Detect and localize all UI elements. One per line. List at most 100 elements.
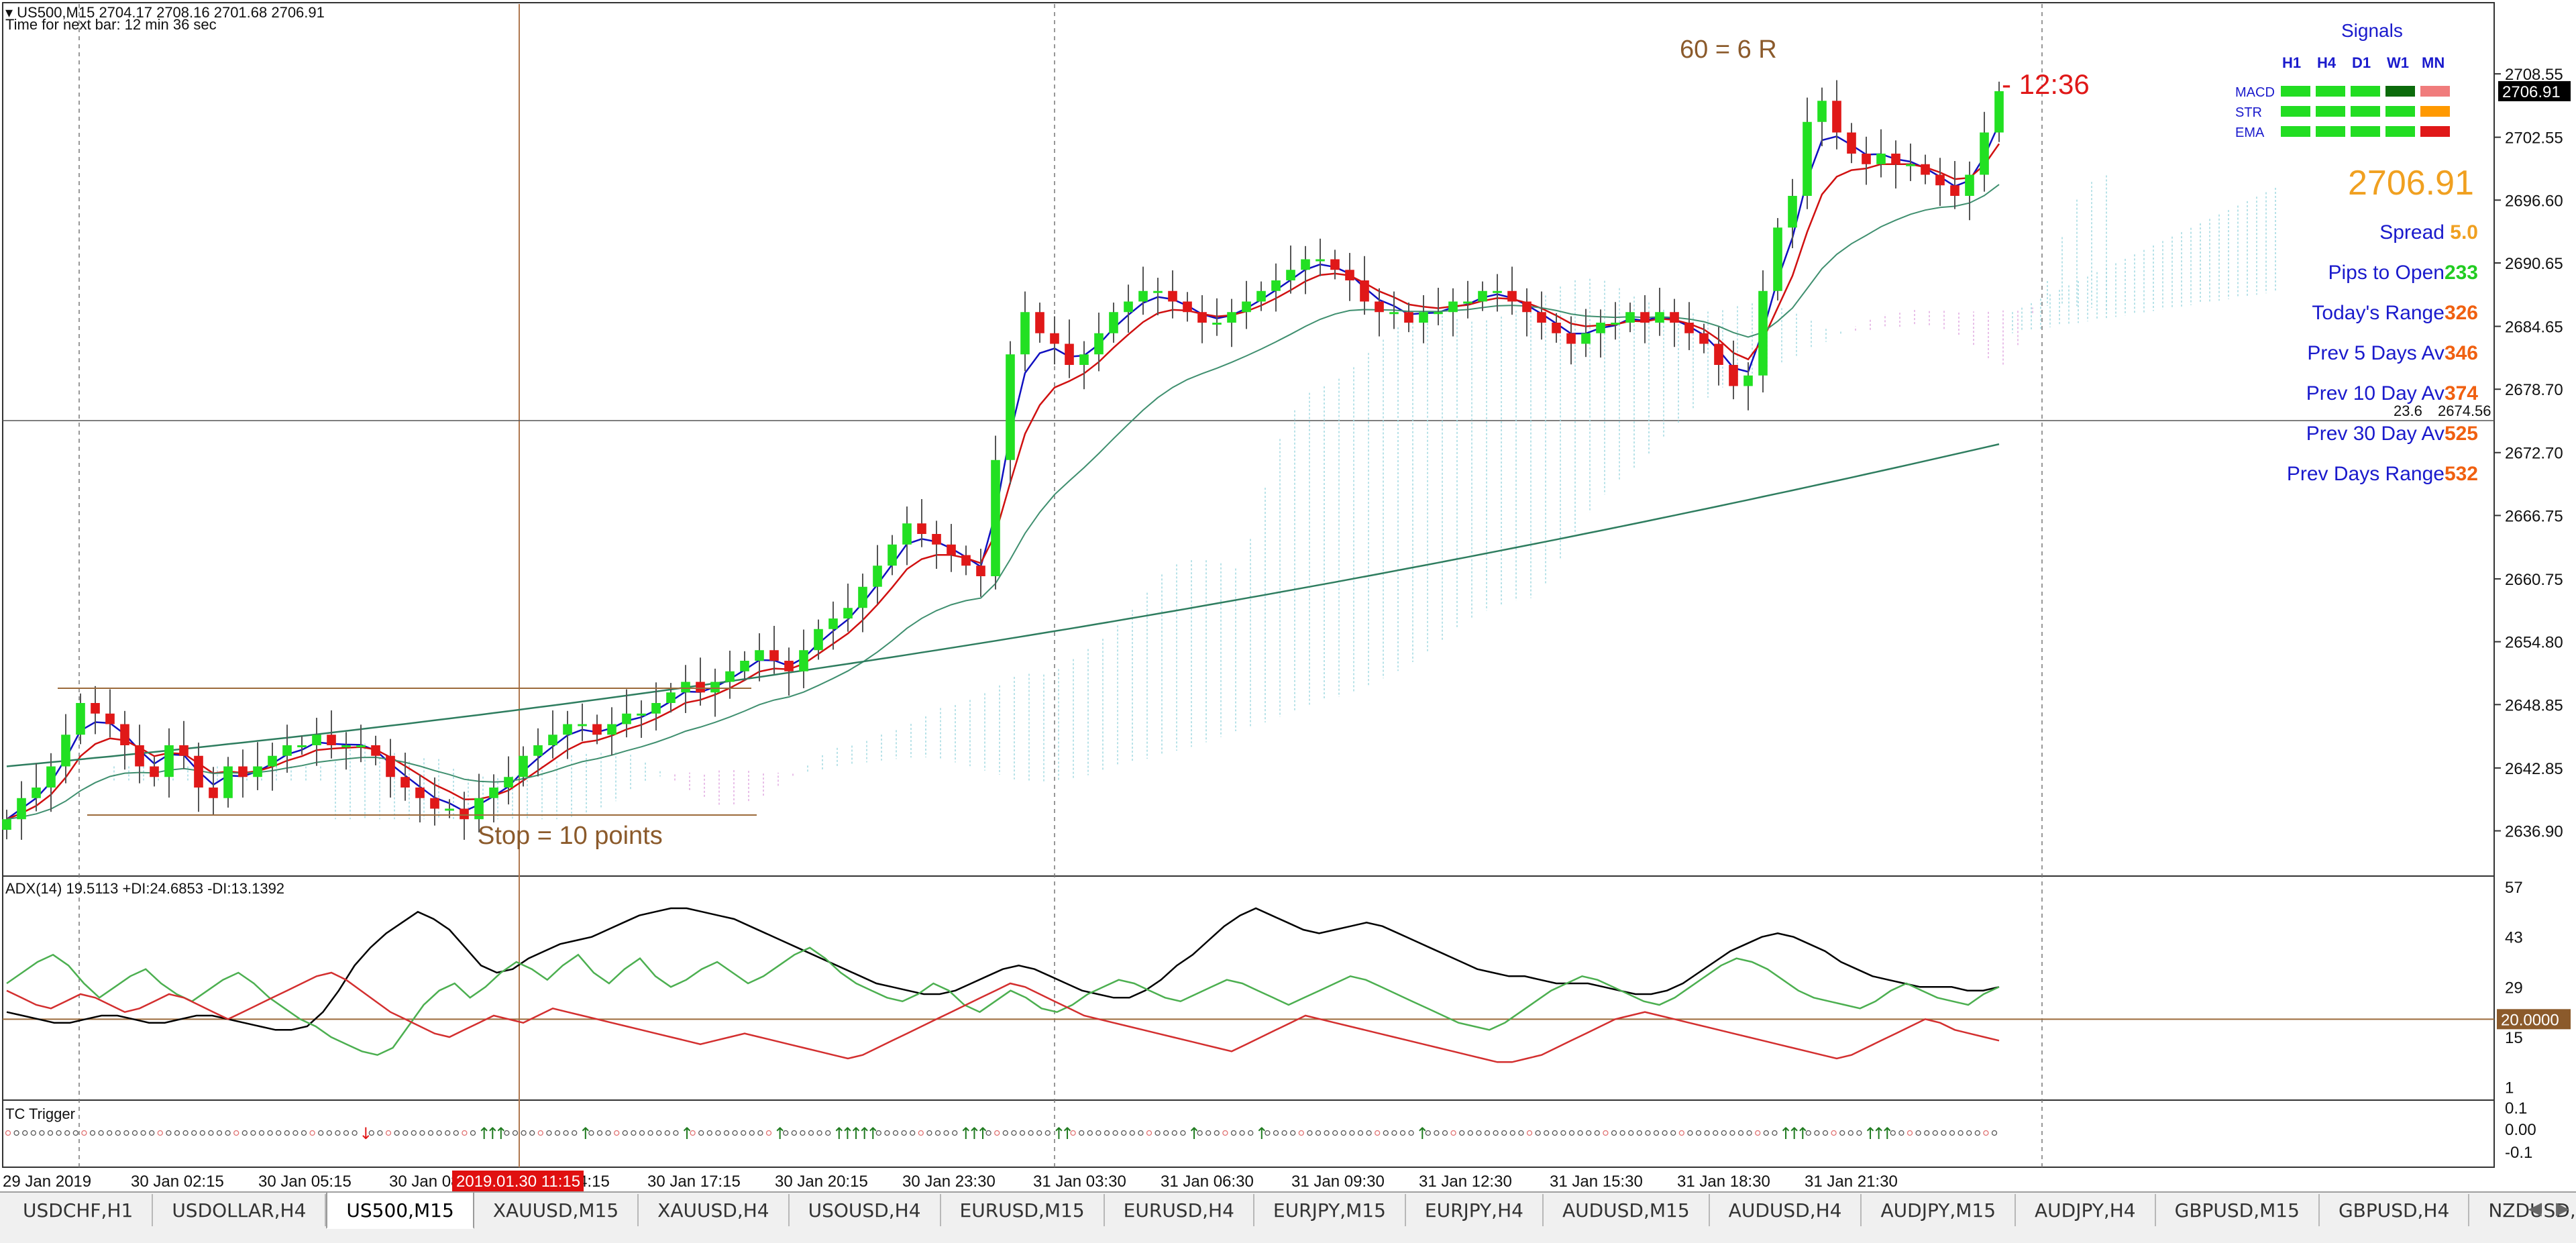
tc-dot [723, 1130, 730, 1136]
signals-panel: Signals H1 H4 D1 W1 MN MACD STR EMA 2706.91 Spread… [2235, 20, 2478, 485]
tab-eurjpy-h4[interactable]: EURJPY,H4 [1406, 1194, 1544, 1226]
tc-dot [1484, 1130, 1491, 1136]
time-tick-label: 30 Jan 05:15 [258, 1173, 352, 1191]
candle-body [1729, 365, 1738, 386]
candle-body [17, 798, 26, 820]
tc-dot [1890, 1130, 1896, 1136]
signals-title: Signals [2341, 20, 2403, 41]
tc-dot [1822, 1130, 1829, 1136]
trading-chart[interactable]: ADX(14) 19.5113 +DI:24.6853 -DI:13.1392 5… [0, 0, 2576, 1191]
price-tick-label: 2654.80 [2505, 634, 2563, 652]
tab-audjpy-m15[interactable]: AUDJPY,M15 [1862, 1194, 2017, 1226]
target-annotation: 60 = 6 R [1680, 36, 1777, 64]
tc-dot [1687, 1130, 1693, 1136]
tab-scroll-left-icon[interactable]: ◀ [2528, 1198, 2542, 1218]
tc-dot [994, 1130, 1000, 1136]
time-tick-label: 30 Jan 23:30 [902, 1173, 996, 1191]
tc-dot [1019, 1130, 1026, 1136]
bar-timer-line: Time for next bar: 12 min 36 sec [5, 16, 217, 33]
tab-usdchf-h1[interactable]: USDCHF,H1 [4, 1194, 154, 1226]
tc-dot [656, 1130, 662, 1136]
time-tick-label: 30 Jan 17:15 [647, 1173, 741, 1191]
tc-dot [1434, 1130, 1440, 1136]
tc-dot [335, 1130, 341, 1136]
adx-level-label: 20.0000 [2501, 1011, 2559, 1029]
tc-title: TC Trigger [5, 1105, 75, 1122]
tab-audusd-m15[interactable]: AUDUSD,M15 [1544, 1194, 1710, 1226]
candle-body [1950, 185, 1960, 196]
candle-body [164, 745, 174, 777]
tc-dot [1586, 1130, 1592, 1136]
candle-body [1847, 132, 1856, 154]
tc-dot [1138, 1130, 1144, 1136]
tc-dot [140, 1130, 146, 1136]
tab-eurjpy-m15[interactable]: EURJPY,M15 [1254, 1194, 1406, 1226]
tab-usdollar-h4[interactable]: USDOLLAR,H4 [153, 1194, 327, 1226]
tab-audusd-h4[interactable]: AUDUSD,H4 [1710, 1194, 1862, 1226]
candle-body [548, 735, 557, 745]
price-tick-label: 2660.75 [2505, 571, 2563, 589]
candle-body [150, 766, 159, 777]
tc-dot [639, 1130, 645, 1136]
tc-dot [1391, 1130, 1397, 1136]
tab-eurusd-h4[interactable]: EURUSD,H4 [1105, 1194, 1254, 1226]
tab-xauusd-h4[interactable]: XAUUSD,H4 [639, 1194, 790, 1226]
tc-dot [1509, 1130, 1515, 1136]
candle-body [1227, 312, 1236, 323]
tc-dot [1349, 1130, 1355, 1136]
tab-usousd-h4[interactable]: USOUSD,H4 [790, 1194, 941, 1226]
candlesticks [2, 80, 2004, 840]
tc-dot [174, 1130, 180, 1136]
tab-gbpusd-h4[interactable]: GBPUSD,H4 [2320, 1194, 2470, 1226]
tc-dot [910, 1130, 916, 1136]
tc-dot [952, 1130, 958, 1136]
tab-scroll-right-icon[interactable]: ▶ [2556, 1198, 2569, 1218]
tc-dot [1737, 1130, 1744, 1136]
tab-gbpusd-m15[interactable]: GBPUSD,M15 [2156, 1194, 2320, 1226]
tc-dot [690, 1130, 696, 1136]
candle-body [209, 788, 218, 798]
candle-body [902, 523, 912, 545]
tc-dot [107, 1130, 113, 1136]
tc-dot [1619, 1130, 1625, 1136]
candle-body [533, 745, 543, 756]
tc-dot [1028, 1130, 1034, 1136]
signals-price: 2706.91 [2348, 164, 2474, 203]
tc-dot [1375, 1130, 1381, 1136]
tc-dot [1163, 1130, 1169, 1136]
tab-us500-m15[interactable]: US500,M15 [326, 1193, 474, 1229]
candle-body [1197, 312, 1207, 323]
signals-row-label-macd: MACD [2235, 85, 2275, 100]
tc-dot [411, 1130, 417, 1136]
price-tick-label: 2642.85 [2505, 760, 2563, 778]
tc-dot [1095, 1130, 1102, 1136]
candle-body [1006, 354, 1015, 460]
candle-body [445, 808, 454, 811]
tc-dot [588, 1130, 594, 1136]
tc-dot [934, 1130, 941, 1136]
tc-dot [208, 1130, 214, 1136]
tc-dot [1501, 1130, 1507, 1136]
candle-body [917, 523, 926, 534]
candle-body [1817, 101, 1827, 122]
tab-eurusd-m15[interactable]: EURUSD,M15 [941, 1194, 1105, 1226]
stat-value: 346 [2445, 342, 2478, 364]
candle-body [1581, 333, 1591, 344]
tc-dot [1197, 1130, 1203, 1136]
tc-dot [149, 1130, 155, 1136]
tc-dot [1222, 1130, 1228, 1136]
tc-dot [1450, 1130, 1456, 1136]
level-label: 23.6 [2394, 402, 2422, 419]
tab-xauusd-m15[interactable]: XAUUSD,M15 [474, 1194, 639, 1226]
candle-body [504, 777, 513, 788]
tab-nzdusd-m15[interactable]: NZDUSD,M15 [2469, 1194, 2576, 1226]
tab-audjpy-h4[interactable]: AUDJPY,H4 [2016, 1194, 2156, 1226]
tc-dot [1552, 1130, 1558, 1136]
candle-body [947, 544, 956, 555]
tc-dot [664, 1130, 670, 1136]
tc-dot [1155, 1130, 1161, 1136]
candle-body [1537, 312, 1546, 323]
tc-up-arrow: ↑ [833, 1124, 846, 1143]
candle-body [327, 735, 336, 745]
signals-row-label-ema: EMA [2235, 125, 2265, 140]
